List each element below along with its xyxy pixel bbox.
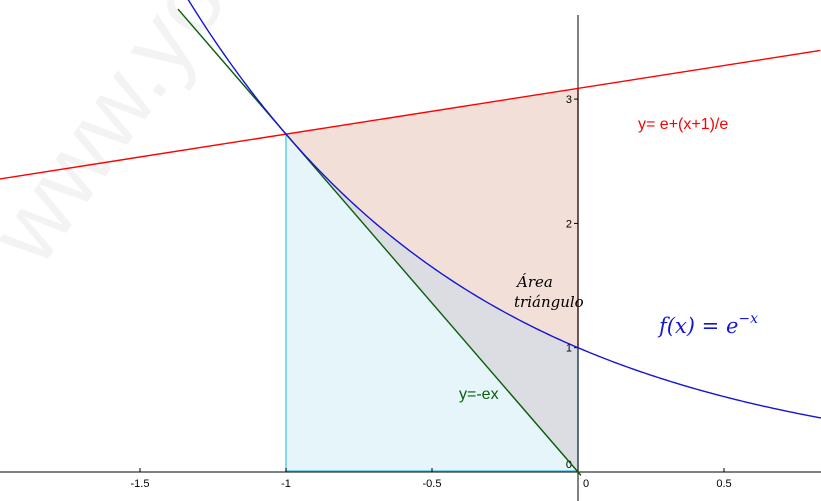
x-axis-ticks: -3.5-3-2.5-2-1.5-1-0.500.511.5 <box>131 468 732 490</box>
line-y-minus-ex <box>177 8 582 476</box>
y-tick-label: 0 <box>566 459 572 471</box>
y-tick-label: 3 <box>566 94 572 106</box>
function-label: f(x) = e−x <box>657 311 758 338</box>
function-label-exponent: −x <box>738 311 758 327</box>
tangent-line-red <box>0 49 821 180</box>
x-tick-label: 0 <box>583 478 589 490</box>
green-line-label: y=-ex <box>459 386 499 403</box>
x-tick-label: -0.5 <box>423 478 442 490</box>
y-tick-label: 2 <box>566 218 572 230</box>
function-label-base: f(x) = e <box>657 314 738 338</box>
area-above-triangle-region <box>286 88 578 348</box>
exponential-curve <box>187 0 821 419</box>
x-tick-label: 0.5 <box>716 478 731 490</box>
x-tick-label: -1.5 <box>131 478 150 490</box>
tangent-line-label: y= e+(x+1)/e <box>638 116 728 133</box>
x-tick-label: -1 <box>281 478 291 490</box>
area-label-line1: Área <box>515 273 553 291</box>
y-tick-label: 1 <box>566 343 572 355</box>
area-label-line2: triángulo <box>514 293 584 311</box>
